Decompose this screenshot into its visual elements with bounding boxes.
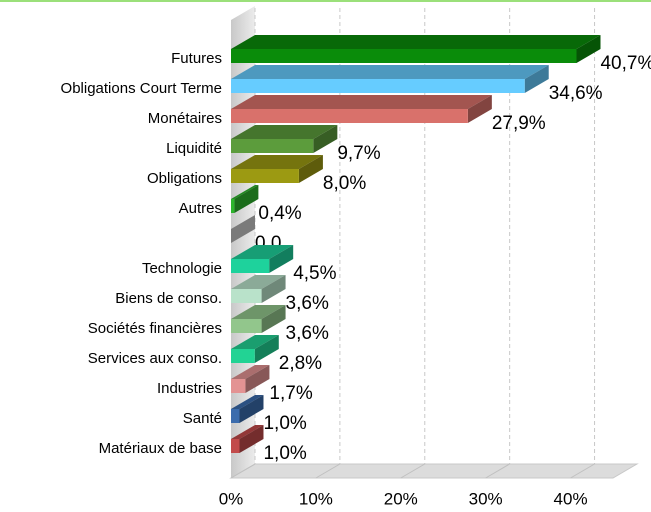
category-label: Matériaux de base <box>99 440 222 457</box>
bar <box>231 35 601 63</box>
bar <box>231 125 338 153</box>
bar-end <box>234 185 259 213</box>
bar-top <box>231 275 286 289</box>
bar <box>231 245 294 273</box>
value-label: 27,9% <box>492 113 546 134</box>
x-tick-label: 20% <box>384 489 418 508</box>
floor-grid-line <box>315 463 341 479</box>
bar-end <box>231 215 255 243</box>
bar-end <box>261 275 286 303</box>
value-label: 8,0% <box>323 173 366 194</box>
floor-grid-line <box>570 463 595 479</box>
bar-end <box>524 65 549 93</box>
bar-front <box>231 439 240 453</box>
category-label: Monétaires <box>148 110 222 127</box>
bar <box>231 365 270 393</box>
category-label: Obligations <box>147 170 222 187</box>
bar-top <box>231 425 264 439</box>
bar-end <box>239 395 264 423</box>
bar-top <box>231 365 270 379</box>
value-label: 2,8% <box>279 353 322 374</box>
bar-top <box>231 335 279 349</box>
bar-top <box>231 35 601 49</box>
bar-top <box>231 125 338 139</box>
x-tick-label: 40% <box>554 489 588 508</box>
bar-end <box>254 335 279 363</box>
bar <box>231 185 259 213</box>
bar-end <box>313 125 338 153</box>
bar-front <box>231 79 525 93</box>
category-label: Futures <box>171 50 222 67</box>
bar <box>231 305 286 333</box>
bar-end <box>269 245 294 273</box>
category-label: Industries <box>157 380 222 397</box>
floor-grid-line <box>400 463 426 479</box>
bar-top <box>231 245 294 259</box>
value-label: 0,4% <box>258 203 301 224</box>
category-label: Obligations Court Terme <box>61 80 222 97</box>
x-tick-label: 0% <box>219 489 244 508</box>
bar-front <box>231 49 577 63</box>
category-label: Biens de conso. <box>115 290 222 307</box>
value-label: 1,0% <box>263 443 306 464</box>
bar-top <box>231 305 286 319</box>
bar <box>231 95 492 123</box>
bar-end <box>298 155 323 183</box>
bar-front <box>231 169 299 183</box>
value-label: 4,5% <box>293 263 336 284</box>
bar <box>231 65 549 93</box>
bar-top <box>231 95 492 109</box>
bar-top <box>231 65 549 79</box>
value-label: 3,6% <box>286 293 329 314</box>
category-label: Sociétés financières <box>88 320 222 337</box>
bar <box>231 335 279 363</box>
bar-end <box>261 305 286 333</box>
bar-end <box>239 425 264 453</box>
x-tick-label: 10% <box>299 489 333 508</box>
bar-end <box>576 35 601 63</box>
bar-front <box>231 409 240 423</box>
bar-front <box>231 379 246 393</box>
bar-end <box>245 365 270 393</box>
category-label: Technologie <box>142 260 222 277</box>
bar-front <box>231 109 468 123</box>
value-label: 1,7% <box>269 383 312 404</box>
bar-top <box>231 185 259 199</box>
value-label: 9,7% <box>337 143 380 164</box>
bar <box>231 395 264 423</box>
bar <box>231 275 286 303</box>
bar-front <box>231 289 262 303</box>
value-label: 34,6% <box>549 83 603 104</box>
floor-grid-line <box>230 463 256 479</box>
bar-front <box>231 259 270 273</box>
value-label: 1,0% <box>263 413 306 434</box>
bar-top <box>231 395 264 409</box>
bar <box>231 215 255 243</box>
bar-front <box>231 349 255 363</box>
floor <box>229 463 639 479</box>
value-label: 3,6% <box>286 323 329 344</box>
value-label: 40,7% <box>600 53 651 74</box>
bar-front <box>231 319 262 333</box>
bar-end <box>467 95 492 123</box>
category-label: Services aux conso. <box>88 350 222 367</box>
category-label: Santé <box>183 410 222 427</box>
bar <box>231 155 323 183</box>
bar-front <box>231 199 235 213</box>
bar-front <box>231 139 314 153</box>
floor-grid-line <box>485 463 510 479</box>
bar-top <box>231 155 323 169</box>
category-label: Autres <box>179 200 222 217</box>
category-label: Liquidité <box>166 140 222 157</box>
x-tick-label: 30% <box>469 489 503 508</box>
bar <box>231 425 264 453</box>
